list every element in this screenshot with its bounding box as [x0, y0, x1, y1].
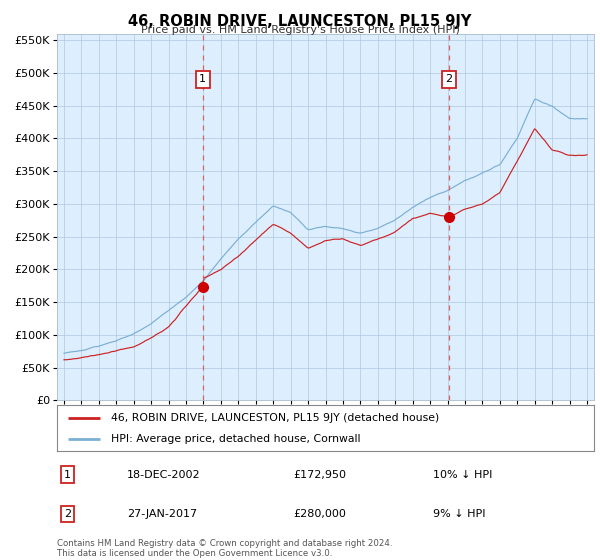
- Text: 2: 2: [445, 74, 452, 85]
- Text: 10% ↓ HPI: 10% ↓ HPI: [433, 470, 492, 479]
- Text: £172,950: £172,950: [293, 470, 346, 479]
- Text: HPI: Average price, detached house, Cornwall: HPI: Average price, detached house, Corn…: [111, 434, 360, 444]
- Text: £280,000: £280,000: [293, 509, 346, 519]
- Text: 1: 1: [199, 74, 206, 85]
- Text: 18-DEC-2002: 18-DEC-2002: [127, 470, 200, 479]
- Text: Price paid vs. HM Land Registry's House Price Index (HPI): Price paid vs. HM Land Registry's House …: [140, 25, 460, 35]
- Text: 2: 2: [64, 509, 71, 519]
- Text: 46, ROBIN DRIVE, LAUNCESTON, PL15 9JY: 46, ROBIN DRIVE, LAUNCESTON, PL15 9JY: [128, 14, 472, 29]
- Text: 9% ↓ HPI: 9% ↓ HPI: [433, 509, 485, 519]
- Text: 1: 1: [64, 470, 71, 479]
- Text: 27-JAN-2017: 27-JAN-2017: [127, 509, 197, 519]
- Text: 46, ROBIN DRIVE, LAUNCESTON, PL15 9JY (detached house): 46, ROBIN DRIVE, LAUNCESTON, PL15 9JY (d…: [111, 413, 439, 423]
- Text: Contains HM Land Registry data © Crown copyright and database right 2024.
This d: Contains HM Land Registry data © Crown c…: [57, 539, 392, 558]
